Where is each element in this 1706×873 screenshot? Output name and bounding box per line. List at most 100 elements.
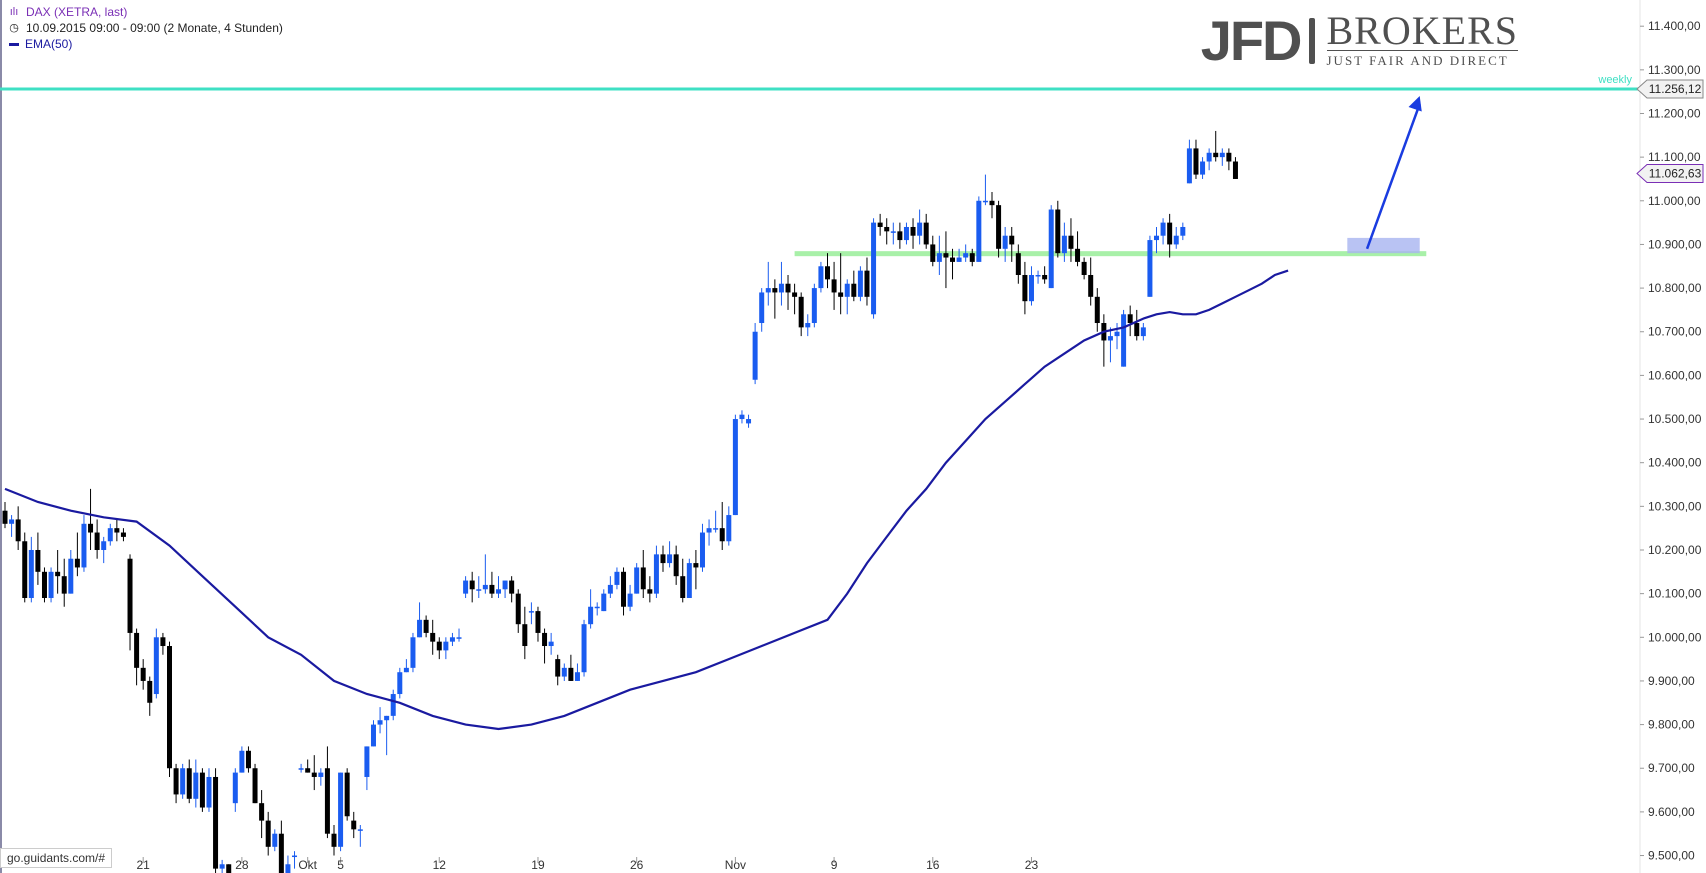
candle-body[interactable]	[153, 637, 159, 695]
candle-body[interactable]	[160, 637, 166, 647]
candle-body[interactable]	[647, 589, 653, 594]
candle-body[interactable]	[2, 510, 8, 524]
candle-body[interactable]	[61, 576, 67, 594]
candle-body[interactable]	[292, 855, 298, 858]
candle-body[interactable]	[594, 606, 600, 609]
candle-body[interactable]	[509, 580, 515, 594]
candle-body[interactable]	[667, 554, 673, 564]
candle-body[interactable]	[1068, 235, 1074, 249]
candle-body[interactable]	[719, 528, 725, 542]
candle-body[interactable]	[568, 667, 574, 681]
candle-body[interactable]	[193, 772, 199, 799]
candle-body[interactable]	[41, 571, 47, 599]
candle-body[interactable]	[746, 419, 752, 424]
candle-body[interactable]	[430, 632, 436, 642]
candle-body[interactable]	[627, 593, 633, 607]
candle-body[interactable]	[1035, 274, 1041, 277]
candle-body[interactable]	[1055, 209, 1061, 254]
candle-body[interactable]	[785, 283, 791, 293]
candle-body[interactable]	[877, 222, 883, 227]
candle-body[interactable]	[699, 532, 705, 568]
candle-body[interactable]	[936, 253, 942, 262]
candle-body[interactable]	[772, 288, 778, 293]
candle-body[interactable]	[706, 528, 712, 533]
candle-body[interactable]	[186, 768, 192, 799]
candle-body[interactable]	[969, 253, 975, 262]
candle-body[interactable]	[390, 694, 396, 716]
candle-body[interactable]	[476, 589, 482, 591]
candle-body[interactable]	[127, 558, 133, 633]
candle-body[interactable]	[739, 414, 745, 420]
candle-body[interactable]	[1232, 161, 1238, 179]
candle-body[interactable]	[1180, 226, 1186, 236]
candle-body[interactable]	[22, 541, 28, 599]
candle-body[interactable]	[851, 283, 857, 297]
candle-body[interactable]	[607, 584, 613, 594]
candle-body[interactable]	[982, 200, 988, 203]
candle-body[interactable]	[206, 776, 212, 808]
candle-body[interactable]	[351, 820, 357, 830]
candle-body[interactable]	[285, 864, 291, 873]
candle-body[interactable]	[101, 541, 107, 550]
candle-body[interactable]	[1121, 314, 1127, 367]
candle-body[interactable]	[871, 222, 877, 315]
candle-body[interactable]	[1081, 261, 1087, 275]
candle-body[interactable]	[1154, 235, 1159, 241]
candle-body[interactable]	[864, 270, 870, 297]
candle-body[interactable]	[805, 323, 811, 328]
candle-body[interactable]	[950, 257, 956, 262]
candle-body[interactable]	[857, 270, 863, 297]
candle-body[interactable]	[502, 580, 508, 590]
candle-body[interactable]	[976, 200, 982, 262]
candle-body[interactable]	[134, 632, 140, 668]
candle-body[interactable]	[423, 619, 429, 633]
candle-body[interactable]	[324, 768, 330, 834]
candle-body[interactable]	[1114, 331, 1120, 337]
candle-body[interactable]	[792, 292, 798, 297]
candle-body[interactable]	[640, 567, 646, 590]
candle-body[interactable]	[890, 231, 896, 233]
candle-body[interactable]	[601, 593, 607, 612]
candle-body[interactable]	[844, 283, 850, 297]
candle-body[interactable]	[693, 563, 699, 568]
candle-body[interactable]	[903, 226, 909, 241]
candle-body[interactable]	[245, 750, 251, 769]
candle-body[interactable]	[818, 266, 824, 289]
candle-body[interactable]	[107, 528, 113, 542]
candle-body[interactable]	[88, 523, 94, 533]
candle-body[interactable]	[588, 606, 594, 625]
candle-body[interactable]	[765, 288, 771, 293]
candle-body[interactable]	[81, 523, 87, 568]
candle-body[interactable]	[686, 563, 692, 599]
candle-body[interactable]	[219, 864, 225, 869]
candle-body[interactable]	[1213, 152, 1219, 158]
candle-body[interactable]	[680, 576, 686, 599]
candle-body[interactable]	[542, 632, 548, 647]
candle-body[interactable]	[574, 672, 580, 681]
candle-body[interactable]	[759, 292, 765, 324]
candle-body[interactable]	[377, 720, 383, 725]
candle-body[interactable]	[272, 833, 278, 847]
candle-body[interactable]	[410, 637, 416, 668]
candle-body[interactable]	[496, 589, 501, 594]
source-link[interactable]: go.guidants.com/#	[0, 848, 113, 868]
candle-body[interactable]	[463, 580, 469, 594]
candle-body[interactable]	[515, 593, 521, 625]
ema-line[interactable]	[4, 269, 1289, 731]
candle-body[interactable]	[370, 724, 376, 747]
candle-body[interactable]	[732, 419, 738, 516]
candle-body[interactable]	[1186, 148, 1192, 184]
candle-body[interactable]	[48, 571, 54, 599]
candle-body[interactable]	[561, 667, 567, 677]
candle-body[interactable]	[1219, 152, 1225, 158]
candle-body[interactable]	[996, 205, 1002, 249]
candle-body[interactable]	[28, 549, 34, 599]
candle-body[interactable]	[1042, 274, 1048, 280]
candle-body[interactable]	[68, 558, 74, 594]
candle-body[interactable]	[811, 288, 817, 324]
candle-body[interactable]	[1173, 235, 1179, 245]
candle-body[interactable]	[897, 231, 903, 241]
candle-body[interactable]	[1206, 152, 1212, 162]
candle-body[interactable]	[1022, 274, 1028, 302]
